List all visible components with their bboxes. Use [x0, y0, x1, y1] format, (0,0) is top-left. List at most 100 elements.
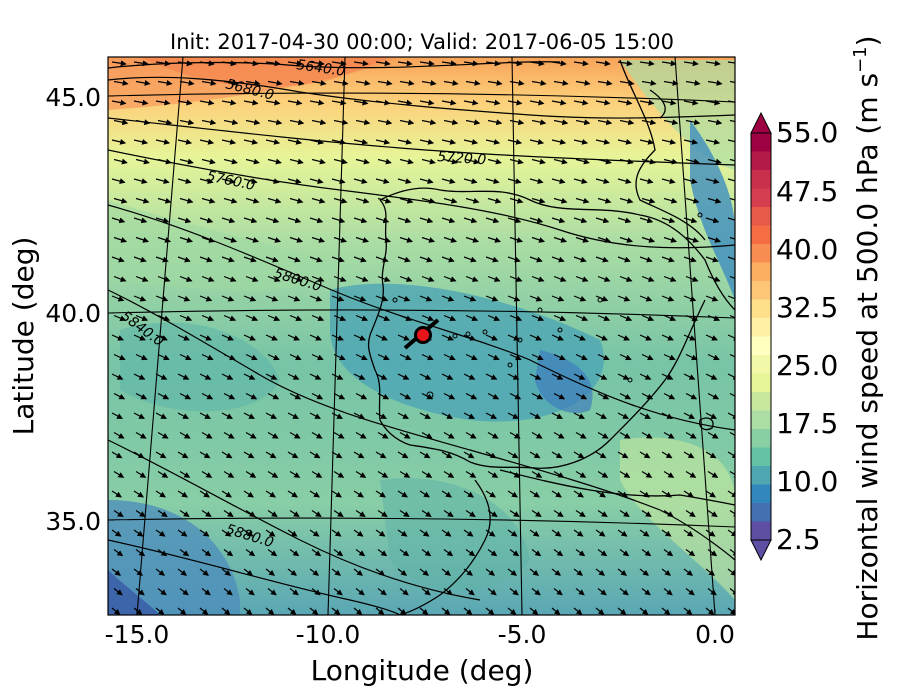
wind-arrow	[243, 138, 259, 145]
wind-arrow	[177, 60, 193, 67]
wind-arrow	[707, 510, 718, 518]
wind-arrow	[111, 529, 122, 537]
wind-field-patch	[535, 350, 593, 414]
wind-arrow	[133, 529, 144, 537]
wind-arrow	[617, 256, 631, 263]
wind-arrow	[485, 256, 499, 263]
wind-arrow	[289, 510, 300, 518]
wind-arrow	[133, 412, 145, 419]
wind-arrow	[265, 529, 276, 537]
wind-arrow	[573, 178, 588, 185]
colorbar-ticks: 55.0 47.5 40.0 32.5 25.0 17.5 10.0 2.5	[776, 116, 838, 556]
wind-arrow	[267, 275, 281, 282]
wind-arrow	[685, 158, 700, 165]
wind-arrow	[463, 490, 474, 498]
wind-arrow	[683, 529, 694, 537]
wind-arrow	[353, 412, 365, 419]
colorbar-segment	[751, 410, 771, 430]
wind-arrow	[309, 607, 319, 615]
wind-arrow	[111, 99, 127, 106]
wind-arrow	[157, 275, 171, 282]
wind-arrow	[641, 588, 651, 596]
wind-arrow	[509, 80, 525, 86]
wind-arrow	[199, 217, 214, 224]
colorbar	[750, 111, 772, 562]
wind-arrow	[287, 334, 300, 341]
wind-arrow	[135, 353, 148, 361]
wind-arrow	[177, 256, 191, 263]
coastline-iberia	[367, 187, 735, 469]
coastline-france	[619, 59, 706, 241]
wind-arrow	[245, 197, 260, 204]
wind-arrow	[201, 549, 212, 557]
wind-arrow	[707, 392, 720, 400]
wind-arrow	[617, 607, 627, 615]
wind-arrow	[113, 588, 123, 596]
wind-arrow	[707, 236, 722, 243]
wind-arrow	[551, 217, 566, 224]
wind-arrow	[397, 568, 407, 576]
colorbar-tick-label: 17.5	[776, 407, 838, 440]
wind-arrow	[267, 158, 282, 165]
wind-arrow	[553, 549, 564, 557]
wind-arrow	[157, 236, 172, 243]
wind-field-patch	[690, 120, 735, 300]
wind-arrow	[507, 451, 519, 459]
wind-arrow	[157, 431, 169, 439]
wind-arrow	[201, 197, 216, 204]
wind-arrow	[619, 392, 632, 400]
wind-arrow	[551, 412, 563, 419]
wind-arrow	[463, 412, 475, 419]
wind-arrow	[421, 431, 433, 439]
wind-arrow	[223, 158, 238, 165]
wind-arrow	[663, 549, 674, 557]
wind-arrow	[243, 373, 256, 380]
wind-arrow	[509, 275, 523, 282]
wind-arrow	[487, 510, 498, 518]
wind-arrow	[463, 568, 473, 576]
x-tick-label: -5.0	[498, 620, 547, 649]
wind-arrow	[243, 60, 259, 67]
wind-arrow	[421, 314, 435, 322]
wind-arrow	[639, 138, 655, 145]
wind-arrow	[397, 490, 408, 498]
wind-arrow	[661, 178, 676, 185]
wind-arrow	[377, 431, 389, 439]
wind-arrow	[133, 607, 143, 615]
wind-arrow	[617, 138, 633, 145]
wind-field-patch	[140, 57, 390, 87]
wind-arrow	[375, 412, 387, 419]
wind-arrow	[289, 80, 305, 86]
wind-arrow	[221, 217, 236, 224]
wind-arrow	[641, 275, 655, 282]
wind-arrow	[419, 178, 434, 185]
wind-arrow	[553, 353, 566, 361]
wind-arrow	[421, 236, 436, 243]
wind-arrow	[155, 256, 169, 263]
wind-arrow	[641, 314, 655, 322]
wind-arrow	[397, 529, 408, 537]
wind-arrow	[597, 119, 613, 126]
wind-arrow	[309, 178, 324, 185]
wind-arrow	[201, 275, 215, 282]
wind-arrow	[265, 607, 275, 615]
coastline-balearic	[699, 417, 714, 431]
wind-arrow	[465, 353, 478, 361]
wind-arrow	[135, 588, 145, 596]
wind-arrow	[333, 275, 347, 282]
wind-arrow	[135, 431, 147, 439]
wind-arrow	[617, 217, 632, 224]
wind-arrow	[619, 275, 633, 282]
colorbar-tick-label: 40.0	[776, 233, 838, 266]
wind-arrow	[641, 470, 653, 478]
wind-arrow	[177, 490, 188, 498]
wind-arrow	[201, 431, 213, 439]
wind-arrow	[309, 451, 321, 459]
wind-arrow	[377, 314, 391, 322]
wind-arrow	[375, 256, 389, 263]
wind-arrow	[421, 470, 433, 478]
wind-arrow	[531, 197, 546, 204]
wind-arrow	[463, 334, 476, 341]
wind-arrow	[443, 470, 455, 478]
wind-arrow	[245, 549, 256, 557]
